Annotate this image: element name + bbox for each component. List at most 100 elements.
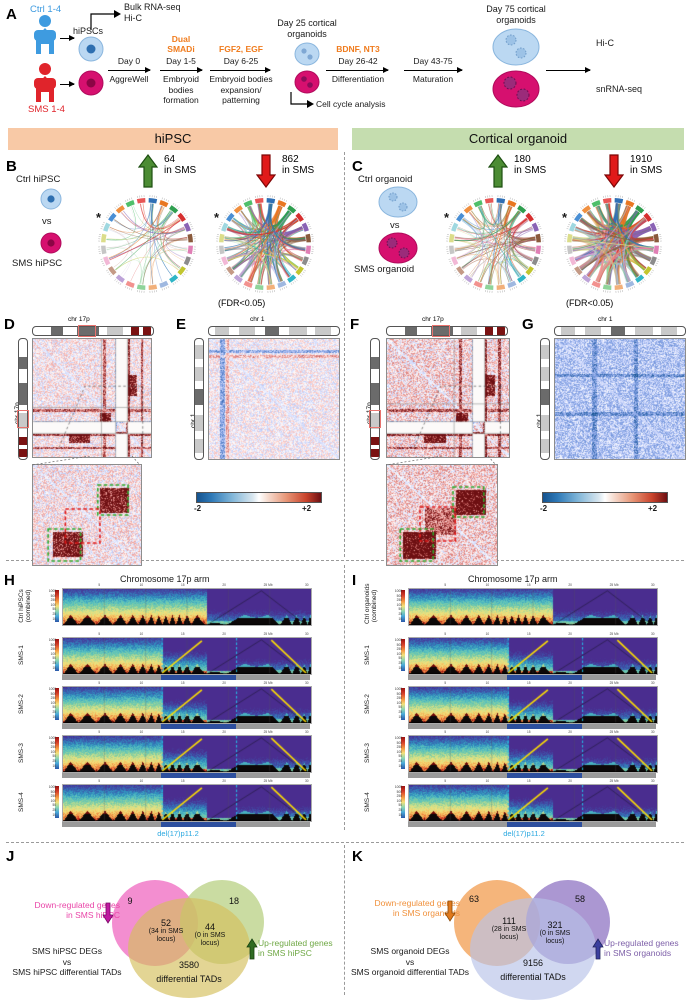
venn-k-down-only: 63 <box>462 894 486 904</box>
deletion-region-bar <box>507 724 581 729</box>
venn-k-down-tad-sub: (28 in SMS locus) <box>484 926 534 942</box>
branch-assay-line2: Hi-C <box>124 13 181 24</box>
step-2-process: Embryoid bodies formation <box>156 74 206 106</box>
track-row-label: SMS-3 <box>18 735 25 771</box>
track-row-label-l1: SMS-3 <box>18 743 25 763</box>
panel-f-ideogram-side <box>370 338 380 460</box>
axis-tick: 30 <box>305 779 309 783</box>
track-row-label: SMS-3 <box>364 735 371 771</box>
chord-diagram-down-hipsc <box>209 188 321 300</box>
step-1-process: AggreWell <box>100 74 158 85</box>
venn-j-down-tad-sub: (34 in SMS locus) <box>142 928 190 944</box>
axis-tick: 30 <box>305 632 309 636</box>
venn-k-caption-l1: SMS organoid DEGs <box>371 946 450 956</box>
venn-k-down-tad-sub1: (28 in SMS <box>492 926 527 933</box>
panel-i-letter: I <box>352 572 356 589</box>
panel-e-letter: E <box>176 316 186 333</box>
axis-tick: 25 Mb <box>610 681 619 685</box>
arrow-step-1 <box>108 70 150 71</box>
tad-heatmap-track <box>408 686 658 724</box>
panel-c-fdr: (FDR<0.05) <box>566 298 613 308</box>
chord-diagram-up-hipsc <box>91 188 203 300</box>
step-1-day: Day 0 <box>104 56 154 67</box>
panel-d-locus-box-top <box>78 325 96 337</box>
panel-k-letter: K <box>352 848 363 865</box>
panel-d-locus-box-side <box>17 410 29 428</box>
axis-tick: 5 <box>98 730 100 734</box>
panel-e-colorbar-min: -2 <box>194 504 201 513</box>
step-5-day: Day 43-75 <box>400 56 466 67</box>
panel-f-letter: F <box>350 316 359 333</box>
up-arrow-icon <box>592 938 604 960</box>
arrow-step-6 <box>546 70 590 71</box>
scale-tick: 10 <box>382 666 402 671</box>
final-assay-line1: Hi-C <box>596 38 614 48</box>
axis-tick: 20 <box>568 632 572 636</box>
panel-j-venn: J 9 18 52 (34 in SMS locus) 44 (0 in SMS… <box>0 846 344 999</box>
day75-organoid-label: Day 75 cortical organoids <box>470 4 562 26</box>
panel-c-down-count: 1910 in SMS <box>630 154 662 176</box>
axis-tick: 25 Mb <box>264 632 273 636</box>
deletion-label: del(17)p11.2 <box>503 829 545 838</box>
axis-tick: 5 <box>444 681 446 685</box>
section-header-organoid-label: Cortical organoid <box>352 131 684 146</box>
venn-k-tad-only: 9156 <box>506 958 560 968</box>
sms-organoid-icon <box>378 232 418 264</box>
step-2-reagent-line2: SMADi <box>158 44 204 55</box>
axis-tick: 10 <box>140 730 144 734</box>
panel-b-down-count: 862 in SMS <box>282 154 314 176</box>
venn-k-up-tad-sub: (0 in SMS locus) <box>530 930 580 946</box>
track-row-label-l1: SMS-3 <box>364 743 371 763</box>
venn-j-up-tad-sub: (0 in SMS locus) <box>186 932 234 948</box>
track-row-label-l1: SMS-1 <box>364 645 371 665</box>
step-5-process: Maturation <box>400 74 466 85</box>
down-arrow-icon <box>444 900 456 922</box>
axis-tick: 25 Mb <box>264 779 273 783</box>
deletion-region-bar <box>507 675 581 680</box>
venn-j-caption-l1: SMS hiPSC DEGs <box>32 946 102 956</box>
axis-tick: 30 <box>651 583 655 587</box>
ctrl-donor-label: Ctrl 1-4 <box>30 4 61 15</box>
track-row-label: Ctrl organoids(combined) <box>364 588 378 624</box>
ctrl-organoid-icon <box>378 186 418 218</box>
venn-k-caption-l2: vs <box>406 957 415 967</box>
step-4-day: Day 26-42 <box>322 56 394 67</box>
panel-e-colorbar-max: +2 <box>302 504 311 513</box>
panel-b-letter: B <box>6 158 17 175</box>
down-arrow-icon <box>102 902 114 924</box>
axis-tick: 5 <box>444 632 446 636</box>
axis-tick: 10 <box>486 681 490 685</box>
arrow-ctrl-to-ipsc <box>60 38 74 39</box>
axis-tick: 15 <box>181 583 185 587</box>
panel-e-ideogram-top <box>208 326 340 336</box>
venn-j-tad-only: 3580 <box>164 960 214 970</box>
axis-tick: 30 <box>651 730 655 734</box>
venn-k-up-tad: 321 <box>540 920 570 930</box>
venn-j-caption: SMS hiPSC DEGs vs SMS hiPSC differential… <box>4 946 130 978</box>
step-4-process: Differentiation <box>316 74 400 85</box>
axis-tick: 15 <box>527 583 531 587</box>
section-header-hipsc: hiPSC <box>8 128 338 150</box>
section-header-hipsc-label: hiPSC <box>8 131 338 146</box>
divider-vertical-top <box>344 152 345 557</box>
sms-organoid-large-icon <box>492 70 540 108</box>
venn-j-caption-l3: SMS hiPSC differential TADs <box>12 967 121 977</box>
venn-j-up-tad: 44 <box>196 922 224 932</box>
deletion-region-bar <box>161 724 235 729</box>
panel-b-vs: vs <box>42 216 52 227</box>
chord-diagram-down-organoid <box>557 188 669 300</box>
axis-tick: 10 <box>140 779 144 783</box>
venn-j-up-label-l1: Up-regulated genes <box>258 938 333 948</box>
panel-g-hic-matrix <box>554 338 686 460</box>
venn-k-up-label-l1: Up-regulated genes <box>604 938 679 948</box>
axis-tick: 10 <box>140 583 144 587</box>
tad-heatmap-track <box>62 637 312 675</box>
venn-k-down-tad: 111 <box>494 916 524 926</box>
track-row-label: Ctrl hiPSCs(combined) <box>18 588 32 624</box>
panel-b-up-count: 64 in SMS <box>164 154 196 176</box>
axis-tick: 15 <box>181 681 185 685</box>
